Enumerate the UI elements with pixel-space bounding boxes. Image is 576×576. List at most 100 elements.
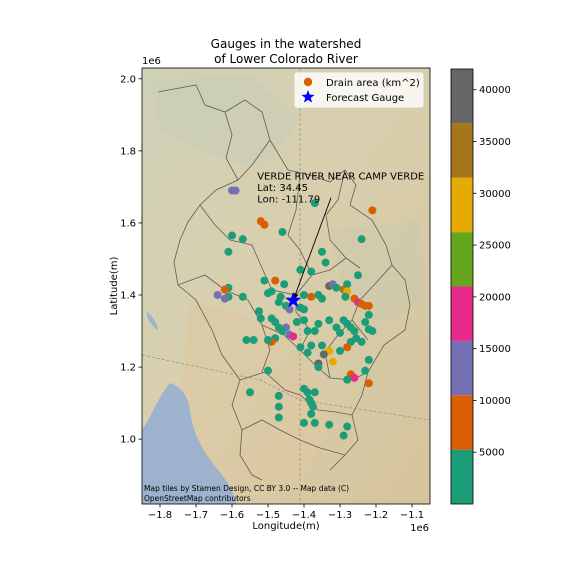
scatter-points [213, 186, 377, 440]
plot-area-frame [141, 67, 431, 505]
x-tick-label: −1.5 [256, 510, 280, 521]
gauge-point [368, 327, 377, 336]
gauge-point [328, 357, 337, 366]
gauge-point [260, 276, 269, 285]
gauge-point [264, 336, 272, 345]
forecast-gauge-star [285, 291, 302, 308]
y-axis-offset-label: 1e6 [142, 56, 161, 67]
gauge-point [249, 336, 258, 345]
y-tick-label: 1.6 [120, 218, 136, 229]
y-tick-label: 1.2 [120, 363, 136, 374]
gauge-point [343, 422, 352, 431]
gauge-point [318, 294, 326, 303]
gauge-point [364, 355, 373, 364]
annotation-text-line: VERDE RIVER NEAR CAMP VERDE [257, 172, 424, 183]
gauge-point [357, 337, 366, 346]
gauge-point [300, 418, 308, 427]
gauge-point [292, 318, 301, 327]
gauge-point [260, 220, 269, 229]
gauge-point [220, 294, 229, 303]
gauge-point [303, 348, 312, 357]
legend-label-forecast-gauge: Forecast Gauge [326, 93, 404, 104]
gauge-point [278, 227, 287, 236]
gauge-point [318, 247, 326, 256]
colorbar-bin [451, 232, 473, 287]
attribution-line-2: OpenStreetMap contributors [144, 494, 251, 503]
annotation-text-line: Lat: 34.45 [257, 183, 308, 194]
colorbar-tick-label: 15000 [479, 344, 511, 355]
gauge-point [307, 409, 316, 418]
x-tick-label: −1.4 [292, 510, 316, 521]
gauge-point [285, 305, 294, 314]
gauge-point [341, 292, 350, 301]
gauge-point [303, 327, 312, 336]
x-tick-label: −1.3 [328, 510, 352, 521]
colorbar-tick-label: 5000 [479, 448, 504, 459]
gauge-point [242, 336, 251, 345]
gauge-point [314, 319, 323, 328]
y-tick-label: 1.0 [120, 435, 136, 446]
gauge-point [310, 199, 319, 208]
mountain-shading [150, 75, 300, 170]
gauge-point [361, 318, 370, 327]
colorbar-bin [451, 177, 473, 233]
gauge-point [271, 276, 280, 285]
colorbar-bin [451, 449, 473, 504]
legend-label-drain-area: Drain area (km^2) [326, 78, 420, 89]
gauge-point [364, 310, 373, 319]
y-tick-label: 2.0 [120, 74, 136, 85]
legend-marker-drain-area [303, 77, 313, 87]
gauge-point [325, 420, 334, 429]
annotation-arrow-line [292, 197, 332, 301]
gauge-point [310, 418, 319, 427]
gauge-point [310, 388, 319, 397]
desert-shading [180, 300, 330, 490]
x-tick-label: −1.1 [400, 510, 424, 521]
gauge-point [274, 402, 283, 411]
gauge-point [231, 186, 240, 195]
y-axis-label: Latitude(m) [109, 257, 120, 316]
y-tick-label: 1.8 [120, 146, 136, 157]
lake-shape [147, 312, 158, 330]
gauge-point [310, 327, 319, 336]
legend-marker-forecast-gauge [301, 90, 315, 103]
lake-shape [142, 383, 236, 504]
gauge-point [300, 291, 308, 300]
gauge-point [264, 289, 272, 298]
x-axis-offset-label: 1e6 [410, 523, 429, 534]
gauge-point [274, 413, 283, 422]
gauge-point [307, 341, 316, 350]
x-tick-label: −1.7 [184, 510, 208, 521]
gauge-point [325, 316, 334, 325]
gauge-point [296, 265, 305, 274]
gauge-point [224, 247, 233, 256]
gauge-point [274, 298, 283, 307]
colorbar-tick-label: 20000 [479, 292, 511, 303]
gauge-point [296, 343, 305, 352]
gauge-point [256, 314, 265, 323]
gauge-point [364, 301, 373, 310]
colorbar-bin [451, 123, 473, 178]
state-borders [142, 68, 430, 504]
gauge-point [336, 328, 344, 337]
gauge-point [307, 292, 316, 301]
legend-box [293, 71, 425, 109]
gauge-point [339, 431, 348, 440]
annotation-text-line: Lon: -111.79 [257, 195, 320, 206]
colorbar-tick-label: 25000 [479, 241, 511, 252]
gauge-point [280, 280, 289, 289]
gauge-point [300, 316, 308, 325]
gauge-point [300, 305, 308, 314]
x-tick-label: −1.6 [220, 510, 244, 521]
gauge-point [361, 366, 370, 375]
gauge-point [343, 375, 352, 384]
gauge-point [289, 332, 298, 341]
legend: Drain area (km^2) Forecast Gauge [293, 71, 425, 109]
y-tick-label: 1.4 [120, 291, 136, 302]
colorbar-bin [451, 340, 473, 396]
gauge-point [319, 350, 328, 359]
gauge-point [343, 343, 352, 352]
gauge-point [336, 346, 344, 355]
